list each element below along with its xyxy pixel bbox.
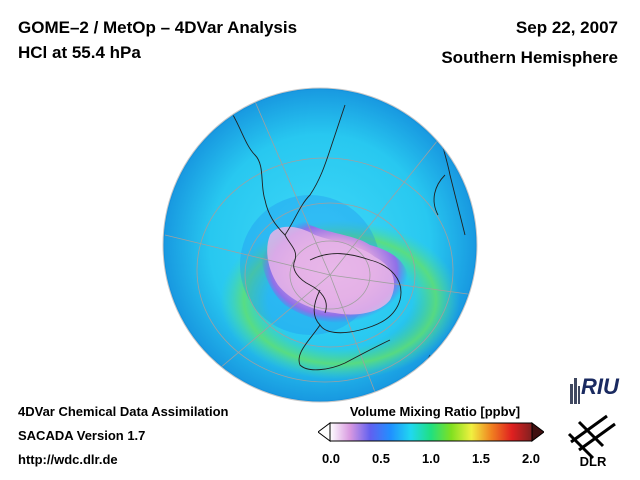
date-label: Sep 22, 2007 <box>515 18 618 37</box>
title-line-1: GOME–2 / MetOp – 4DVar Analysis <box>18 18 298 37</box>
colorbar-tick: 2.0 <box>521 451 541 466</box>
dlr-logo-icon: DLR <box>567 414 616 468</box>
colorbar-tick: 0.0 <box>321 451 341 466</box>
footer-url[interactable]: http://wdc.dlr.de <box>18 452 118 467</box>
colorbar <box>318 422 544 442</box>
riu-logo-text: RIU <box>581 374 620 399</box>
region-label: Southern Hemisphere <box>441 48 618 67</box>
dlr-logo-text: DLR <box>580 454 607 468</box>
colorbar-min-arrow <box>318 422 331 442</box>
colorbar-gradient <box>329 422 533 442</box>
colorbar-max-arrow <box>531 422 544 442</box>
colorbar-tick: 1.5 <box>471 451 491 466</box>
globe-map <box>162 87 478 403</box>
colorbar-tick: 1.0 <box>421 451 441 466</box>
colorbar-tick: 0.5 <box>371 451 391 466</box>
colorbar-title: Volume Mixing Ratio [ppbv] <box>349 404 521 419</box>
riu-logo-icon: RIU <box>570 374 620 404</box>
footer-line-2: SACADA Version 1.7 <box>18 428 146 443</box>
footer-line-1: 4DVar Chemical Data Assimilation <box>18 404 229 419</box>
title-line-2: HCl at 55.4 hPa <box>18 43 141 62</box>
hcl-core <box>267 226 395 315</box>
